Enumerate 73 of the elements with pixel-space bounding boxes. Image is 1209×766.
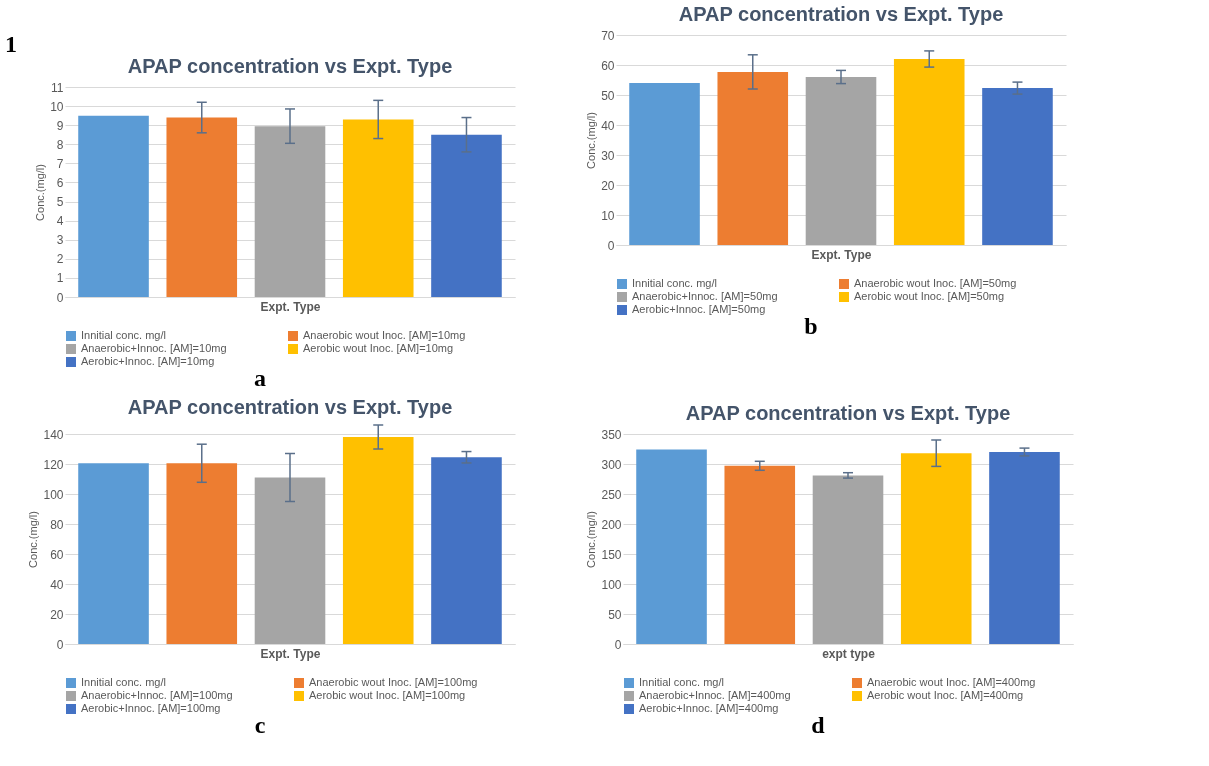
- y-tick-label: 10: [50, 99, 64, 114]
- legend-label: Anaerobic wout Inoc. [AM]=10mg: [303, 329, 466, 341]
- chart-title: APAP concentration vs Expt. Type: [127, 396, 453, 418]
- legend-label: Anaerobic+Innoc. [AM]=50mg: [632, 290, 778, 302]
- y-axis-title: Conc.(mg/l): [585, 112, 598, 169]
- legend-label: Aerobic wout Inoc. [AM]=100mg: [309, 689, 466, 701]
- y-tick-label: 1: [56, 271, 64, 286]
- y-tick-label: 2: [56, 252, 64, 267]
- legend-label: Innitial conc. mg/l: [632, 277, 717, 289]
- chart-title: APAP concentration vs Expt. Type: [678, 3, 1004, 25]
- y-tick-label: 60: [50, 547, 64, 562]
- y-tick-label: 300: [601, 457, 622, 472]
- legend-label: Innitial conc. mg/l: [639, 676, 724, 688]
- y-tick-label: 0: [56, 290, 64, 305]
- y-tick-label: 120: [43, 457, 64, 472]
- text: b: [804, 313, 818, 339]
- y-tick-label: 80: [50, 517, 64, 532]
- y-tick-label: 20: [601, 178, 615, 193]
- y-tick-label: 3: [56, 233, 64, 248]
- y-tick-label: 40: [50, 577, 64, 592]
- y-tick-label: 6: [56, 175, 64, 190]
- y-tick-label: 11: [51, 80, 64, 95]
- legend-label: Anaerobic wout Inoc. [AM]=100mg: [309, 676, 478, 688]
- y-tick-label: 100: [601, 577, 622, 592]
- y-tick-label: 250: [601, 487, 622, 502]
- y-tick-label: 30: [601, 148, 615, 163]
- y-tick-label: 20: [50, 607, 64, 622]
- text: d: [811, 712, 826, 738]
- y-tick-label: 40: [601, 118, 615, 133]
- legend-label: Aerobic wout Inoc. [AM]=400mg: [867, 689, 1024, 701]
- chart-title: APAP concentration vs Expt. Type: [685, 402, 1011, 424]
- y-tick-label: 4: [56, 214, 64, 229]
- y-tick-label: 7: [56, 156, 64, 171]
- legend-label: Aerobic+Innoc. [AM]=100mg: [81, 702, 221, 714]
- y-tick-label: 60: [601, 58, 615, 73]
- legend-label: Innitial conc. mg/l: [81, 329, 166, 341]
- y-tick-label: 150: [601, 547, 622, 562]
- x-axis-title: Expt. Type: [260, 299, 321, 314]
- y-tick-label: 200: [601, 517, 622, 532]
- x-axis-title: Expt. Type: [260, 646, 321, 661]
- x-axis-title: Expt. Type: [811, 247, 872, 262]
- y-tick-label: 8: [56, 137, 64, 152]
- legend-label: Anaerobic wout Inoc. [AM]=400mg: [867, 676, 1036, 688]
- y-tick-label: 0: [607, 238, 615, 253]
- y-tick-label: 100: [43, 487, 64, 502]
- y-tick-label: 50: [601, 88, 615, 103]
- legend-label: Anaerobic wout Inoc. [AM]=50mg: [854, 277, 1017, 289]
- legend-label: Aerobic wout Inoc. [AM]=10mg: [303, 342, 454, 354]
- y-tick-label: 10: [601, 208, 615, 223]
- y-tick-label: 0: [56, 637, 64, 652]
- legend-label: Innitial conc. mg/l: [81, 676, 166, 688]
- text: 1: [5, 31, 17, 57]
- y-tick-label: 5: [56, 195, 64, 210]
- legend-label: Aerobic+Innoc. [AM]=400mg: [639, 702, 779, 714]
- chart-title: APAP concentration vs Expt. Type: [127, 55, 453, 77]
- legend-label: Aerobic+Innoc. [AM]=10mg: [81, 355, 215, 367]
- legend-label: Aerobic+Innoc. [AM]=50mg: [632, 303, 766, 315]
- y-axis-title: Conc.(mg/l): [34, 164, 47, 221]
- y-tick-label: 70: [601, 28, 615, 43]
- y-tick-label: 350: [601, 427, 622, 442]
- legend-label: Anaerobic+Innoc. [AM]=100mg: [81, 689, 233, 701]
- x-axis-title: expt type: [822, 646, 876, 661]
- legend-label: Anaerobic+Innoc. [AM]=400mg: [639, 689, 791, 701]
- y-axis-title: Conc.(mg/l): [585, 511, 598, 568]
- y-tick-label: 9: [56, 118, 64, 133]
- y-axis-title: Conc.(mg/l): [27, 511, 40, 568]
- legend-label: Anaerobic+Innoc. [AM]=10mg: [81, 342, 227, 354]
- y-tick-label: 140: [43, 427, 64, 442]
- text: a: [254, 365, 266, 391]
- y-tick-label: 50: [608, 607, 622, 622]
- legend-label: Aerobic wout Inoc. [AM]=50mg: [854, 290, 1005, 302]
- y-tick-label: 0: [614, 637, 622, 652]
- text: c: [254, 712, 266, 738]
